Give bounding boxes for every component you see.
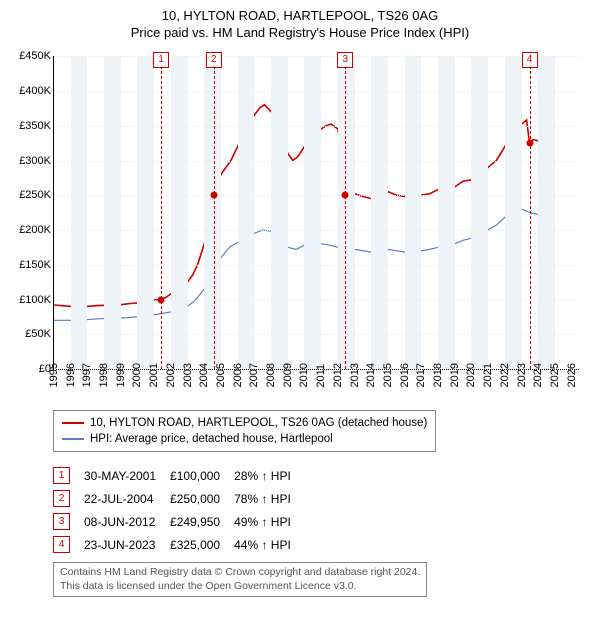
x-axis-label: 2015: [382, 363, 394, 387]
legend-label: HPI: Average price, detached house, Hart…: [90, 431, 333, 447]
sales-table: 1 30-MAY-2001£100,00028% ↑ HPI 2 22-JUL-200…: [53, 464, 305, 556]
x-axis-label: 2023: [516, 363, 528, 387]
x-axis-label: 2013: [349, 363, 361, 387]
sale-marker-number: 1: [153, 52, 169, 68]
x-axis-label: 2022: [499, 363, 511, 387]
y-axis-label: £100K: [9, 294, 51, 306]
sale-marker-number: 3: [337, 52, 353, 68]
x-axis-label: 1995: [48, 363, 60, 387]
sale-marker-dot: [342, 192, 349, 199]
y-axis-label: £450K: [9, 50, 51, 62]
chart-area: £0 £50K £100K £150K £200K £250K £300K £350K £400…: [8, 46, 592, 386]
x-axis-label: 2016: [399, 363, 411, 387]
sale-date: 30-MAY-2001: [84, 464, 170, 487]
sale-number-box: 3: [53, 513, 70, 530]
sale-price: £325,000: [170, 533, 234, 556]
x-axis-label: 2004: [198, 363, 210, 387]
x-axis-label: 1997: [81, 363, 93, 387]
x-axis-label: 2017: [415, 363, 427, 387]
sale-price: £100,000: [170, 464, 234, 487]
x-axis-label: 1999: [115, 363, 127, 387]
x-axis-label: 2005: [215, 363, 227, 387]
x-axis-label: 2012: [332, 363, 344, 387]
x-axis-label: 2010: [298, 363, 310, 387]
y-axis-label: £350K: [9, 120, 51, 132]
legend-box: 10, HYLTON ROAD, HARTLEPOOL, TS26 0AG (d…: [53, 410, 436, 452]
x-axis-label: 2025: [549, 363, 561, 387]
x-axis-label: 2003: [182, 363, 194, 387]
sale-marker-line: [214, 56, 215, 369]
y-axis-label: £400K: [9, 85, 51, 97]
plot-region: £0£50K£100K£150K£200K£250K£300K£350K£400…: [53, 56, 580, 370]
y-axis-label: £300K: [9, 155, 51, 167]
sale-price: £250,000: [170, 487, 234, 510]
x-axis-label: 1998: [98, 363, 110, 387]
y-axis-label: £250K: [9, 189, 51, 201]
sale-number-box: 2: [53, 490, 70, 507]
footer-box: Contains HM Land Registry data © Crown c…: [53, 562, 427, 596]
sale-date: 22-JUL-2004: [84, 487, 170, 510]
sale-date: 23-JUN-2023: [84, 533, 170, 556]
x-axis-label: 2014: [365, 363, 377, 387]
table-row: 3 08-JUN-2012£249,95049% ↑ HPI: [53, 510, 305, 533]
x-axis-label: 2006: [232, 363, 244, 387]
sale-date: 08-JUN-2012: [84, 510, 170, 533]
sale-marker-number: 4: [522, 52, 538, 68]
sale-marker-dot: [158, 296, 165, 303]
sale-marker-dot: [526, 140, 533, 147]
x-axis-label: 2021: [482, 363, 494, 387]
sale-delta: 28% ↑ HPI: [234, 464, 305, 487]
x-axis-label: 2002: [165, 363, 177, 387]
sale-number-box: 1: [53, 467, 70, 484]
footer-line2: This data is licensed under the Open Gov…: [60, 580, 420, 593]
x-axis-label: 2020: [465, 363, 477, 387]
sale-price: £249,950: [170, 510, 234, 533]
chart-title: 10, HYLTON ROAD, HARTLEPOOL, TS26 0AG: [8, 8, 592, 24]
x-axis-label: 2019: [449, 363, 461, 387]
x-axis-label: 2008: [265, 363, 277, 387]
sale-marker-line: [161, 56, 162, 369]
x-axis-label: 2018: [432, 363, 444, 387]
x-axis-label: 2007: [248, 363, 260, 387]
legend-row: HPI: Average price, detached house, Hart…: [62, 431, 427, 447]
sale-delta: 44% ↑ HPI: [234, 533, 305, 556]
y-axis-label: £200K: [9, 224, 51, 236]
y-axis-label: £150K: [9, 259, 51, 271]
sale-marker-line: [345, 56, 346, 369]
legend-row: 10, HYLTON ROAD, HARTLEPOOL, TS26 0AG (d…: [62, 415, 427, 431]
legend-swatch: [62, 422, 84, 424]
table-row: 2 22-JUL-2004£250,00078% ↑ HPI: [53, 487, 305, 510]
x-axis-label: 2009: [282, 363, 294, 387]
sale-marker-line: [530, 56, 531, 369]
footer-line1: Contains HM Land Registry data © Crown c…: [60, 566, 420, 579]
x-axis-label: 2024: [532, 363, 544, 387]
table-row: 4 23-JUN-2023£325,00044% ↑ HPI: [53, 533, 305, 556]
x-axis-label: 2000: [131, 363, 143, 387]
sale-delta: 49% ↑ HPI: [234, 510, 305, 533]
y-axis-label: £0: [9, 363, 51, 375]
sale-number-box: 4: [53, 536, 70, 553]
table-row: 1 30-MAY-2001£100,00028% ↑ HPI: [53, 464, 305, 487]
chart-subtitle: Price paid vs. HM Land Registry's House …: [8, 25, 592, 40]
sale-marker-number: 2: [206, 52, 222, 68]
x-axis-label: 1996: [65, 363, 77, 387]
sale-marker-dot: [210, 192, 217, 199]
legend-label: 10, HYLTON ROAD, HARTLEPOOL, TS26 0AG (d…: [90, 415, 427, 431]
x-axis-label: 2026: [566, 363, 578, 387]
x-axis-label: 2001: [148, 363, 160, 387]
series-line: [54, 105, 543, 307]
y-axis-label: £50K: [9, 328, 51, 340]
x-axis-label: 2011: [315, 364, 327, 388]
sale-delta: 78% ↑ HPI: [234, 487, 305, 510]
legend-swatch: [62, 438, 84, 440]
